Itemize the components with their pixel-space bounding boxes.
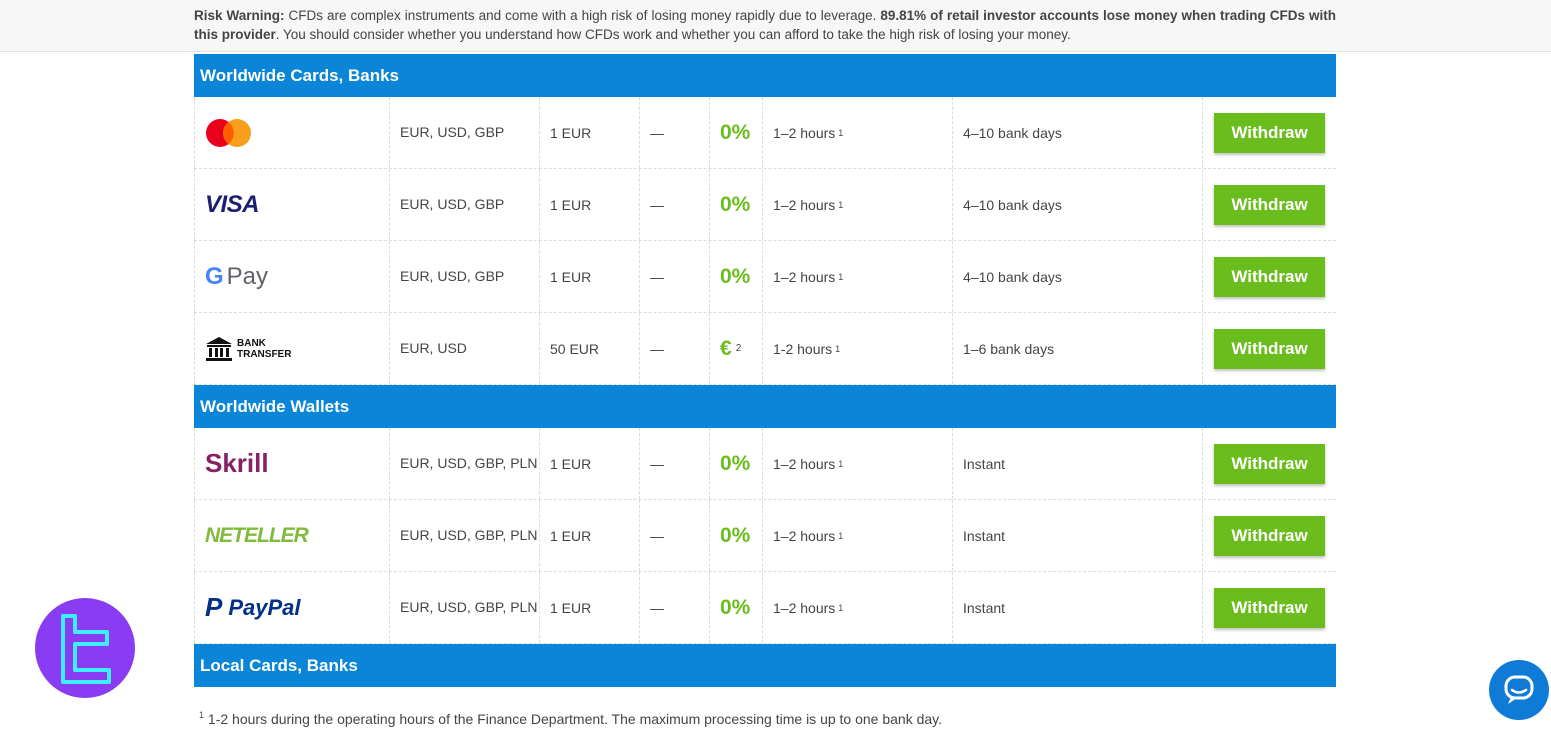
paypal-logo: P PayPal: [194, 572, 390, 643]
currencies-cell: EUR, USD, GBP: [390, 241, 540, 312]
processing-time-cell: 1–2 hours 1: [763, 97, 953, 168]
max-amount-cell: —: [640, 241, 710, 312]
processing-time-cell: 1-2 hours 1: [763, 313, 953, 384]
withdraw-button-bank-transfer[interactable]: Withdraw: [1214, 328, 1325, 369]
settlement-time-cell: Instant: [953, 572, 1203, 643]
neteller-logo: NETELLER: [194, 500, 390, 571]
table-row: EUR, USD, GBP 1 EUR — 0% 1–2 hours 1 4–10…: [194, 97, 1336, 169]
mastercard-logo: [194, 97, 390, 168]
settlement-time-cell: 4–10 bank days: [953, 97, 1203, 168]
max-amount-cell: —: [640, 572, 710, 643]
fee-cell: €2: [710, 313, 763, 384]
min-amount-cell: 50 EUR: [540, 313, 640, 384]
withdraw-button-gpay[interactable]: Withdraw: [1214, 256, 1325, 297]
processing-time-cell: 1–2 hours 1: [763, 572, 953, 643]
brand-logo-badge[interactable]: [35, 598, 135, 698]
currencies-cell: EUR, USD, GBP: [390, 97, 540, 168]
table-row: G Pay EUR, USD, GBP 1 EUR — 0% 1–2 hours…: [194, 241, 1336, 313]
visa-logo: VISA: [194, 169, 390, 240]
min-amount-cell: 1 EUR: [540, 241, 640, 312]
chat-bubble-icon: [1504, 675, 1534, 704]
fee-cell: 0%: [710, 169, 763, 240]
settlement-time-cell: Instant: [953, 500, 1203, 571]
brand-logo-icon: [61, 614, 111, 684]
currencies-cell: EUR, USD: [390, 313, 540, 384]
min-amount-cell: 1 EUR: [540, 169, 640, 240]
withdraw-button-neteller[interactable]: Withdraw: [1214, 515, 1325, 556]
settlement-time-cell: 4–10 bank days: [953, 241, 1203, 312]
processing-time-cell: 1–2 hours 1: [763, 428, 953, 499]
settlement-time-cell: 1–6 bank days: [953, 313, 1203, 384]
section-header-worldwide-wallets: Worldwide Wallets: [194, 385, 1336, 428]
bank-building-icon: [206, 336, 232, 361]
table-row: P PayPal EUR, USD, GBP, PLN 1 EUR — 0% 1…: [194, 572, 1336, 644]
max-amount-cell: —: [640, 500, 710, 571]
settlement-time-cell: 4–10 bank days: [953, 169, 1203, 240]
section-header-local-cards-banks: Local Cards, Banks: [194, 644, 1336, 687]
processing-time-cell: 1–2 hours 1: [763, 169, 953, 240]
withdraw-button-skrill[interactable]: Withdraw: [1214, 443, 1325, 484]
chat-button[interactable]: [1489, 660, 1549, 720]
withdrawal-methods-table: Worldwide Cards, Banks EUR, USD, GBP 1 E…: [194, 54, 1336, 687]
risk-warning-text: Risk Warning: CFDs are complex instrumen…: [194, 8, 1336, 42]
fee-cell: 0%: [710, 241, 763, 312]
section-header-worldwide-cards-banks: Worldwide Cards, Banks: [194, 54, 1336, 97]
min-amount-cell: 1 EUR: [540, 97, 640, 168]
min-amount-cell: 1 EUR: [540, 572, 640, 643]
currencies-cell: EUR, USD, GBP, PLN: [390, 500, 540, 571]
currencies-cell: EUR, USD, GBP, PLN: [390, 428, 540, 499]
fee-cell: 0%: [710, 500, 763, 571]
withdraw-button-visa[interactable]: Withdraw: [1214, 184, 1325, 225]
min-amount-cell: 1 EUR: [540, 428, 640, 499]
currencies-cell: EUR, USD, GBP: [390, 169, 540, 240]
max-amount-cell: —: [640, 97, 710, 168]
processing-time-cell: 1–2 hours 1: [763, 241, 953, 312]
fee-cell: 0%: [710, 428, 763, 499]
table-row: NETELLER EUR, USD, GBP, PLN 1 EUR — 0% 1…: [194, 500, 1336, 572]
table-row: BANK TRANSFER EUR, USD 50 EUR — €2 1-2 h…: [194, 313, 1336, 385]
settlement-time-cell: Instant: [953, 428, 1203, 499]
max-amount-cell: —: [640, 169, 710, 240]
fee-cell: 0%: [710, 97, 763, 168]
fee-cell: 0%: [710, 572, 763, 643]
skrill-logo: Skrill: [194, 428, 390, 499]
max-amount-cell: —: [640, 428, 710, 499]
risk-warning-bar: Risk Warning: CFDs are complex instrumen…: [0, 0, 1551, 52]
max-amount-cell: —: [640, 313, 710, 384]
bank-transfer-logo: BANK TRANSFER: [194, 313, 390, 384]
footnote: 1 1-2 hours during the operating hours o…: [199, 710, 943, 727]
table-row: VISA EUR, USD, GBP 1 EUR — 0% 1–2 hours 1…: [194, 169, 1336, 241]
table-row: Skrill EUR, USD, GBP, PLN 1 EUR — 0% 1–2…: [194, 428, 1336, 500]
withdraw-button-mastercard[interactable]: Withdraw: [1214, 112, 1325, 153]
processing-time-cell: 1–2 hours 1: [763, 500, 953, 571]
min-amount-cell: 1 EUR: [540, 500, 640, 571]
withdraw-button-paypal[interactable]: Withdraw: [1214, 587, 1325, 628]
currencies-cell: EUR, USD, GBP, PLN: [390, 572, 540, 643]
gpay-logo: G Pay: [194, 241, 390, 312]
